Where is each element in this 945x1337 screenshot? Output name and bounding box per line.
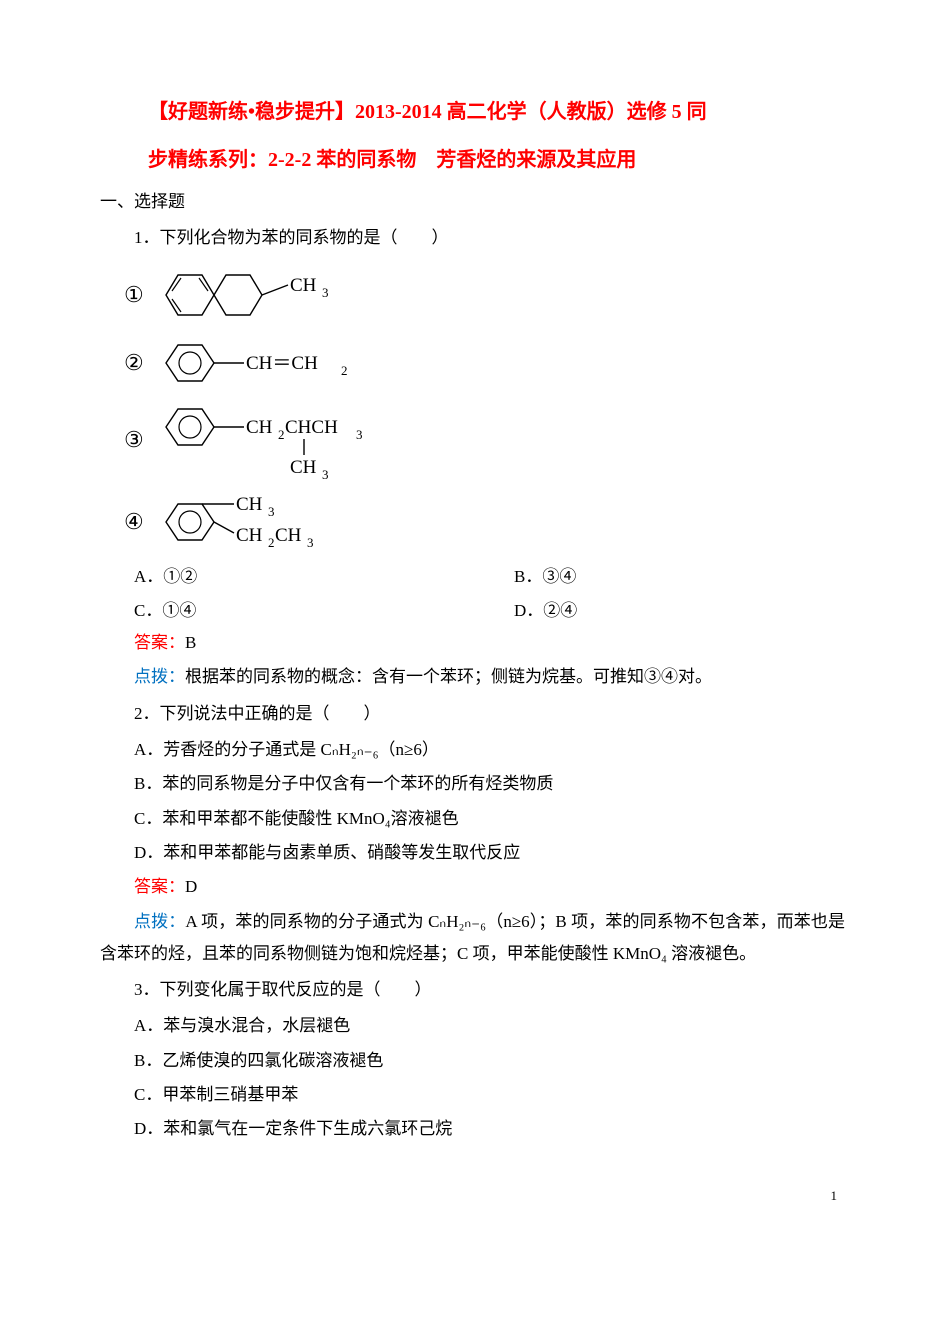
svg-text:CH: CH	[236, 525, 263, 546]
q2-option-b: B．苯的同系物是分子中仅含有一个苯环的所有烃类物质	[100, 768, 845, 800]
hint-label-2: 点拨：	[134, 912, 185, 931]
structure-4-number: ④	[124, 501, 144, 543]
benzene-fused-icon: CH 3	[148, 261, 358, 329]
svg-text:3: 3	[268, 504, 275, 519]
question-3-stem: 3．下列变化属于取代反应的是（ ）	[100, 974, 845, 1006]
structure-2-number: ②	[124, 342, 144, 384]
svg-text:2: 2	[278, 427, 285, 442]
structure-4: ④ CH 3 CH 2 CH 3	[124, 489, 845, 555]
document-title-line1: 【好题新练•稳步提升】2013-2014 高二化学（人教版）选修 5 同	[100, 90, 845, 134]
q3-option-b: B．乙烯使溴的四氯化碳溶液褪色	[100, 1045, 845, 1077]
q1-options-row-2: C．①④ D．②④	[100, 595, 845, 627]
q1-options-row-1: A．①② B．③④	[100, 561, 845, 593]
page-number: 1	[100, 1184, 845, 1209]
q2-answer: 答案：D	[100, 871, 845, 903]
svg-text:CH: CH	[290, 457, 317, 478]
q1-answer: 答案：B	[100, 627, 845, 659]
svg-text:CH: CH	[290, 275, 317, 296]
q1-option-a: A．①②	[100, 561, 480, 593]
q2-answer-value: D	[185, 877, 197, 896]
q1-option-c: C．①④	[100, 595, 480, 627]
answer-label: 答案：	[134, 633, 185, 652]
svg-text:2: 2	[341, 363, 348, 378]
section-heading-1: 一、选择题	[100, 186, 845, 218]
answer-label-2: 答案：	[134, 877, 185, 896]
svg-text:CH: CH	[236, 494, 263, 515]
q2-option-a: A．芳香烃的分子通式是 CₙH₂ₙ₋₆（n≥6）	[100, 734, 845, 766]
q3-option-d: D．苯和氯气在一定条件下生成六氯环己烷	[100, 1113, 845, 1145]
benzene-vinyl-icon: CH＝CH 2	[148, 335, 378, 391]
q1-hint: 点拨：根据苯的同系物的概念：含有一个苯环；侧链为烷基。可推知③④对。	[100, 661, 845, 693]
q3-option-a: A．苯与溴水混合，水层褪色	[100, 1010, 845, 1042]
q1-hint-text: 根据苯的同系物的概念：含有一个苯环；侧链为烷基。可推知③④对。	[185, 667, 712, 686]
benzene-dimethyl-ethyl-icon: CH 3 CH 2 CH 3	[148, 489, 378, 555]
q1-option-b: B．③④	[480, 561, 780, 593]
svg-text:3: 3	[356, 427, 363, 442]
q2-option-d: D．苯和甲苯都能与卤素单质、硝酸等发生取代反应	[100, 837, 845, 869]
structure-3-number: ③	[124, 419, 144, 461]
q1-option-d: D．②④	[480, 595, 780, 627]
svg-text:CHCH: CHCH	[285, 417, 338, 438]
structure-1: ① CH 3	[124, 261, 845, 329]
q3-option-c: C．甲苯制三硝基甲苯	[100, 1079, 845, 1111]
svg-text:CH: CH	[275, 525, 302, 546]
svg-text:3: 3	[322, 467, 329, 482]
structure-3: ③ CH 2 CHCH 3 CH 3	[124, 397, 845, 483]
question-1-stem: 1．下列化合物为苯的同系物的是（ ）	[100, 222, 845, 254]
benzene-isobutyl-icon: CH 2 CHCH 3 CH 3	[148, 397, 408, 483]
svg-text:CH＝CH: CH＝CH	[246, 353, 318, 374]
q2-hint-text: A 项，苯的同系物的分子通式为 CₙH₂ₙ₋₆（n≥6）；B 项，苯的同系物不包…	[100, 912, 845, 963]
structure-2: ② CH＝CH 2	[124, 335, 845, 391]
svg-text:CH: CH	[246, 417, 273, 438]
svg-text:3: 3	[307, 535, 314, 550]
q2-option-c: C．苯和甲苯都不能使酸性 KMnO₄溶液褪色	[100, 803, 845, 835]
structure-1-number: ①	[124, 274, 144, 316]
svg-text:2: 2	[268, 535, 275, 550]
q1-answer-value: B	[185, 633, 196, 652]
q2-hint: 点拨：A 项，苯的同系物的分子通式为 CₙH₂ₙ₋₆（n≥6）；B 项，苯的同系…	[100, 906, 845, 971]
svg-text:3: 3	[322, 285, 329, 300]
hint-label: 点拨：	[134, 667, 185, 686]
question-2-stem: 2．下列说法中正确的是（ ）	[100, 698, 845, 730]
document-title-line2: 步精练系列：2-2-2 苯的同系物 芳香烃的来源及其应用	[100, 138, 845, 182]
